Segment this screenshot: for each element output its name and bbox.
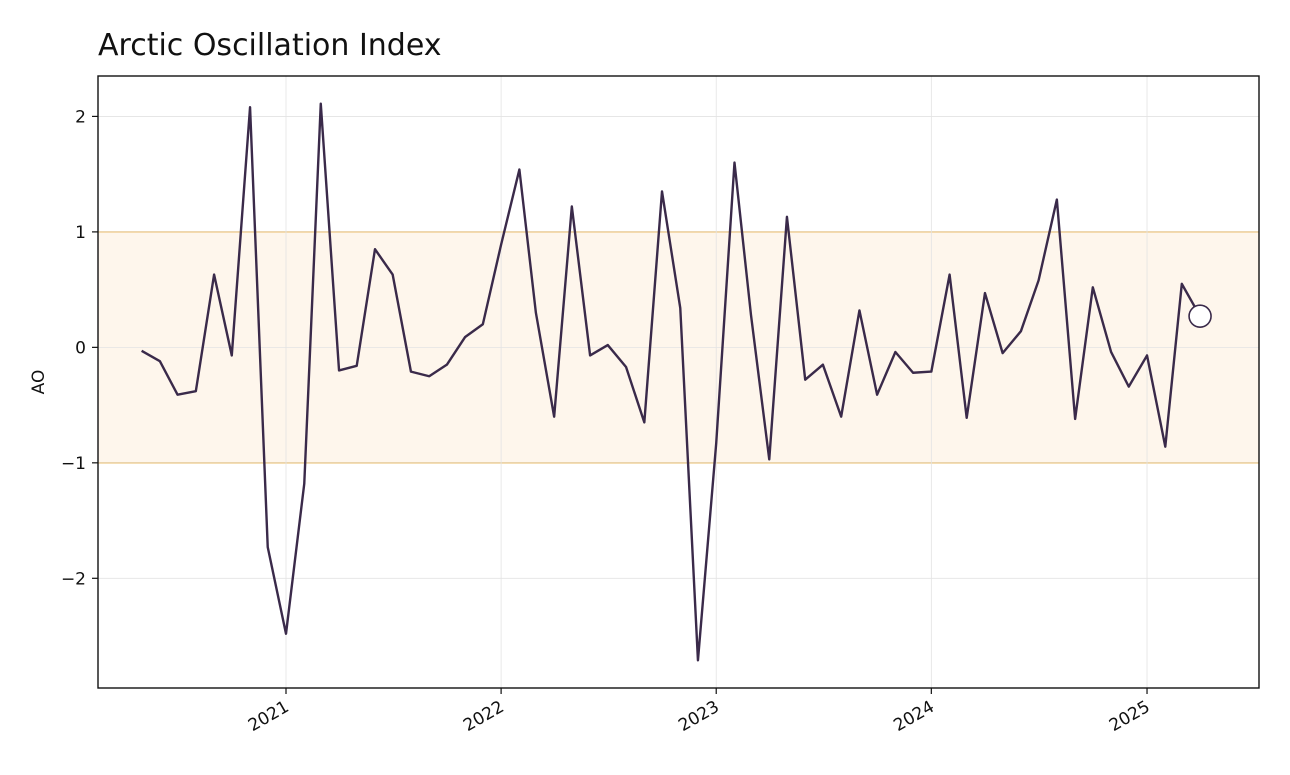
data-point (1073, 417, 1077, 421)
data-point (445, 362, 449, 366)
data-point (732, 160, 736, 164)
data-point (642, 420, 646, 424)
y-axis-label: AO (29, 370, 49, 395)
data-point (875, 393, 879, 397)
data-point (588, 353, 592, 357)
data-point (194, 389, 198, 393)
data-point (749, 313, 753, 317)
data-point (517, 167, 521, 171)
data-point (983, 291, 987, 295)
data-point (1109, 350, 1113, 354)
y-axis: −2 −1 0 1 2 (61, 107, 98, 589)
data-point (230, 353, 234, 357)
x-tick-label: 2022 (460, 697, 507, 736)
data-point (839, 414, 843, 418)
y-tick-label: 0 (75, 338, 86, 358)
data-point (857, 308, 861, 312)
y-tick-label: −2 (61, 569, 86, 589)
y-tick-label: 1 (75, 223, 86, 243)
x-axis: 2021 2022 2023 2024 2025 (245, 688, 1154, 736)
data-point (499, 242, 503, 246)
data-point (463, 335, 467, 339)
data-point (570, 204, 574, 208)
data-point (785, 215, 789, 219)
chart-title: Arctic Oscillation Index (98, 28, 442, 63)
data-point (552, 414, 556, 418)
data-point (1180, 282, 1184, 286)
data-point (158, 359, 162, 363)
data-point (266, 545, 270, 549)
data-point (355, 364, 359, 368)
x-tick-label: 2021 (245, 697, 292, 736)
data-point (139, 349, 143, 353)
data-point (1000, 351, 1004, 355)
data-point (947, 272, 951, 276)
data-point (624, 365, 628, 369)
data-point (284, 632, 288, 636)
data-point (373, 247, 377, 251)
y-tick-label: 2 (75, 107, 86, 127)
plot-border (97, 75, 1260, 689)
data-point (1019, 329, 1023, 333)
data-point (803, 377, 807, 381)
data-point (409, 369, 413, 373)
plot-frame (97, 75, 1260, 689)
x-tick-label: 2024 (890, 697, 937, 736)
data-point (248, 105, 252, 109)
data-point (893, 350, 897, 354)
data-point (337, 368, 341, 372)
data-point (175, 393, 179, 397)
data-point (1055, 197, 1059, 201)
data-point (302, 481, 306, 485)
data-point (606, 343, 610, 347)
latest-value-marker (1188, 304, 1212, 328)
y-tick-label: −1 (61, 454, 86, 474)
data-point (696, 658, 700, 662)
data-point (964, 416, 968, 420)
latest-point-marker (1188, 304, 1212, 328)
data-point (534, 311, 538, 315)
data-point (1145, 353, 1149, 357)
data-point (714, 441, 718, 445)
data-point (911, 371, 915, 375)
ao-series-line (139, 102, 1202, 662)
x-tick-label: 2025 (1106, 697, 1153, 736)
data-point (1127, 384, 1131, 388)
data-point (319, 102, 323, 106)
data-point (929, 369, 933, 373)
data-point (1036, 278, 1040, 282)
data-point (390, 272, 394, 276)
data-point (660, 189, 664, 193)
data-point (481, 322, 485, 326)
data-point (427, 374, 431, 378)
data-point (1091, 285, 1095, 289)
grid-lines (98, 76, 1259, 688)
data-point (1163, 444, 1167, 448)
series-line-0 (141, 102, 1202, 662)
data-point (821, 362, 825, 366)
data-point (767, 457, 771, 461)
data-point (212, 272, 216, 276)
x-tick-label: 2023 (675, 697, 722, 736)
data-point (678, 306, 682, 310)
